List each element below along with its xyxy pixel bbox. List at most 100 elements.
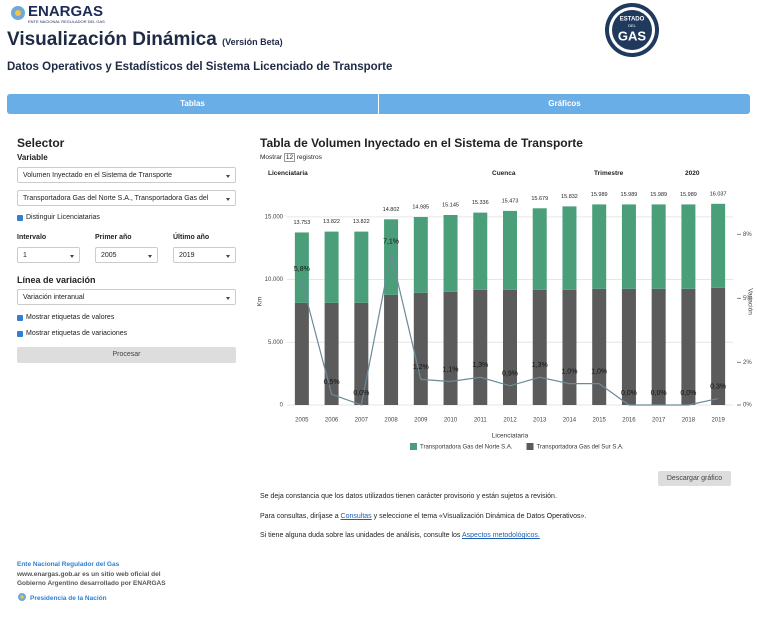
bar bbox=[294, 302, 309, 405]
checkbox[interactable] bbox=[17, 315, 23, 321]
total-label: 13.822 bbox=[323, 219, 340, 225]
bar bbox=[711, 287, 726, 405]
bar bbox=[473, 212, 488, 290]
variation-label: 5,8% bbox=[294, 266, 310, 273]
bar bbox=[324, 302, 339, 405]
total-label: 14.985 bbox=[412, 204, 429, 210]
column-header[interactable]: Cuenca bbox=[492, 170, 516, 177]
y-tick-label: 0 bbox=[280, 403, 284, 409]
bar bbox=[443, 291, 458, 405]
x-tick-label: 2006 bbox=[325, 418, 339, 424]
button[interactable]: Procesar bbox=[17, 347, 236, 363]
y2-tick-label: 2% bbox=[743, 360, 752, 366]
note: Para consultas, diríjase a Consultas y s… bbox=[260, 513, 586, 520]
label: Último año bbox=[173, 234, 210, 241]
column-header[interactable]: 2020 bbox=[685, 170, 700, 177]
checkbox[interactable] bbox=[17, 331, 23, 337]
x-tick-label: 2015 bbox=[593, 418, 607, 424]
note: Se deja constancia que los datos utiliza… bbox=[260, 493, 557, 500]
presidency-icon bbox=[18, 593, 26, 601]
checkbox-label: Mostrar etiquetas de valores bbox=[26, 314, 115, 321]
bar bbox=[621, 204, 636, 289]
bar bbox=[413, 292, 428, 405]
bar bbox=[592, 288, 607, 405]
bar bbox=[681, 204, 696, 289]
text: Mostrar bbox=[260, 154, 283, 161]
select[interactable]: 2005 bbox=[95, 247, 158, 263]
legend-label: Transportadora Gas del Norte S.A. bbox=[420, 445, 513, 451]
text: y seleccione el tema «Visualización Diná… bbox=[371, 513, 587, 520]
y-axis-title: Km bbox=[257, 297, 264, 307]
variation-label: 0,0% bbox=[353, 390, 369, 397]
y-tick-label: 10.000 bbox=[265, 277, 284, 283]
footer-text: www.enargas.gob.ar es un sitio web ofici… bbox=[17, 571, 161, 578]
page-length: Mostrar 12 registros bbox=[260, 153, 322, 162]
variation-label: 0,9% bbox=[502, 371, 518, 378]
bar bbox=[354, 302, 369, 405]
variation-label: 0,0% bbox=[621, 390, 637, 397]
tab[interactable]: Tablas bbox=[7, 94, 378, 114]
variation-label: 0,5% bbox=[324, 379, 340, 386]
select[interactable]: 2019 bbox=[173, 247, 236, 263]
tab[interactable]: Gráficos bbox=[379, 94, 750, 114]
checkbox[interactable] bbox=[17, 215, 23, 221]
page-title: Visualización Dinámica (Versión Beta) bbox=[7, 29, 283, 51]
title: Visualización Dinámica bbox=[7, 29, 217, 50]
total-label: 16.037 bbox=[710, 191, 727, 197]
footer-org[interactable]: Ente Nacional Regulador del Gas bbox=[17, 561, 120, 568]
badge-text: GAS bbox=[618, 28, 647, 43]
select[interactable]: 1 bbox=[17, 247, 80, 263]
logo-subtext: ENTE NACIONAL REGULADOR DEL GAS bbox=[28, 19, 105, 24]
x-axis-title: Licenciataria bbox=[492, 433, 529, 440]
x-tick-label: 2008 bbox=[384, 418, 398, 424]
select[interactable]: Transportadora Gas del Norte S.A., Trans… bbox=[17, 190, 236, 206]
x-tick-label: 2019 bbox=[711, 418, 725, 424]
y2-tick-label: 0% bbox=[743, 403, 752, 409]
select[interactable]: 12 bbox=[283, 153, 296, 162]
bar bbox=[592, 204, 607, 289]
download-button[interactable]: Descargar gráfico bbox=[658, 471, 731, 486]
variation-label: 1,0% bbox=[561, 369, 577, 376]
x-tick-label: 2012 bbox=[503, 418, 517, 424]
column-header[interactable]: Trimestre bbox=[594, 170, 624, 177]
x-tick-label: 2011 bbox=[474, 418, 488, 424]
label: Línea de variación bbox=[17, 275, 96, 285]
y2-axis-title: Variación bbox=[746, 288, 753, 315]
subtitle: Datos Operativos y Estadísticos del Sist… bbox=[7, 61, 393, 73]
y2-tick-label: 5% bbox=[743, 296, 752, 302]
select[interactable]: Volumen Inyectado en el Sistema de Trans… bbox=[17, 167, 236, 183]
bar bbox=[503, 289, 517, 405]
footer-presidency[interactable]: Presidencia de la Nación bbox=[30, 595, 107, 602]
badge: ESTADO DEL GAS bbox=[605, 3, 659, 57]
column-header[interactable]: Licenciataria bbox=[268, 170, 308, 177]
checkbox-label: Mostrar etiquetas de variaciones bbox=[26, 330, 128, 337]
variation-line bbox=[301, 253, 719, 406]
y2-tick-label: 8% bbox=[743, 232, 752, 238]
logo-text: ENARGAS bbox=[28, 3, 104, 20]
variation-label: 0,3% bbox=[710, 383, 726, 390]
link[interactable]: Aspectos metodológicos. bbox=[461, 532, 540, 539]
total-label: 15.336 bbox=[472, 200, 489, 206]
variation-label: 1,1% bbox=[443, 366, 459, 373]
bar bbox=[621, 288, 636, 405]
bar bbox=[443, 214, 458, 292]
bar bbox=[651, 204, 666, 289]
x-tick-label: 2013 bbox=[533, 418, 547, 424]
variation-label: 1,3% bbox=[472, 362, 488, 369]
bar bbox=[562, 206, 577, 290]
bar bbox=[711, 203, 726, 288]
note: Si tiene alguna duda sobre las unidades … bbox=[260, 532, 540, 539]
total-label: 13.753 bbox=[293, 220, 310, 226]
x-tick-label: 2007 bbox=[355, 418, 369, 424]
x-tick-label: 2014 bbox=[563, 418, 577, 424]
bar bbox=[562, 289, 577, 405]
total-label: 15.989 bbox=[680, 192, 697, 198]
badge-text: ESTADO bbox=[620, 17, 645, 23]
bar bbox=[532, 208, 547, 290]
link[interactable]: Consultas bbox=[340, 513, 372, 520]
bar bbox=[651, 288, 666, 405]
select[interactable]: Variación interanual bbox=[17, 289, 236, 305]
variation-label: 1,0% bbox=[591, 369, 607, 376]
label: Variable bbox=[17, 153, 48, 162]
bar bbox=[324, 231, 339, 303]
